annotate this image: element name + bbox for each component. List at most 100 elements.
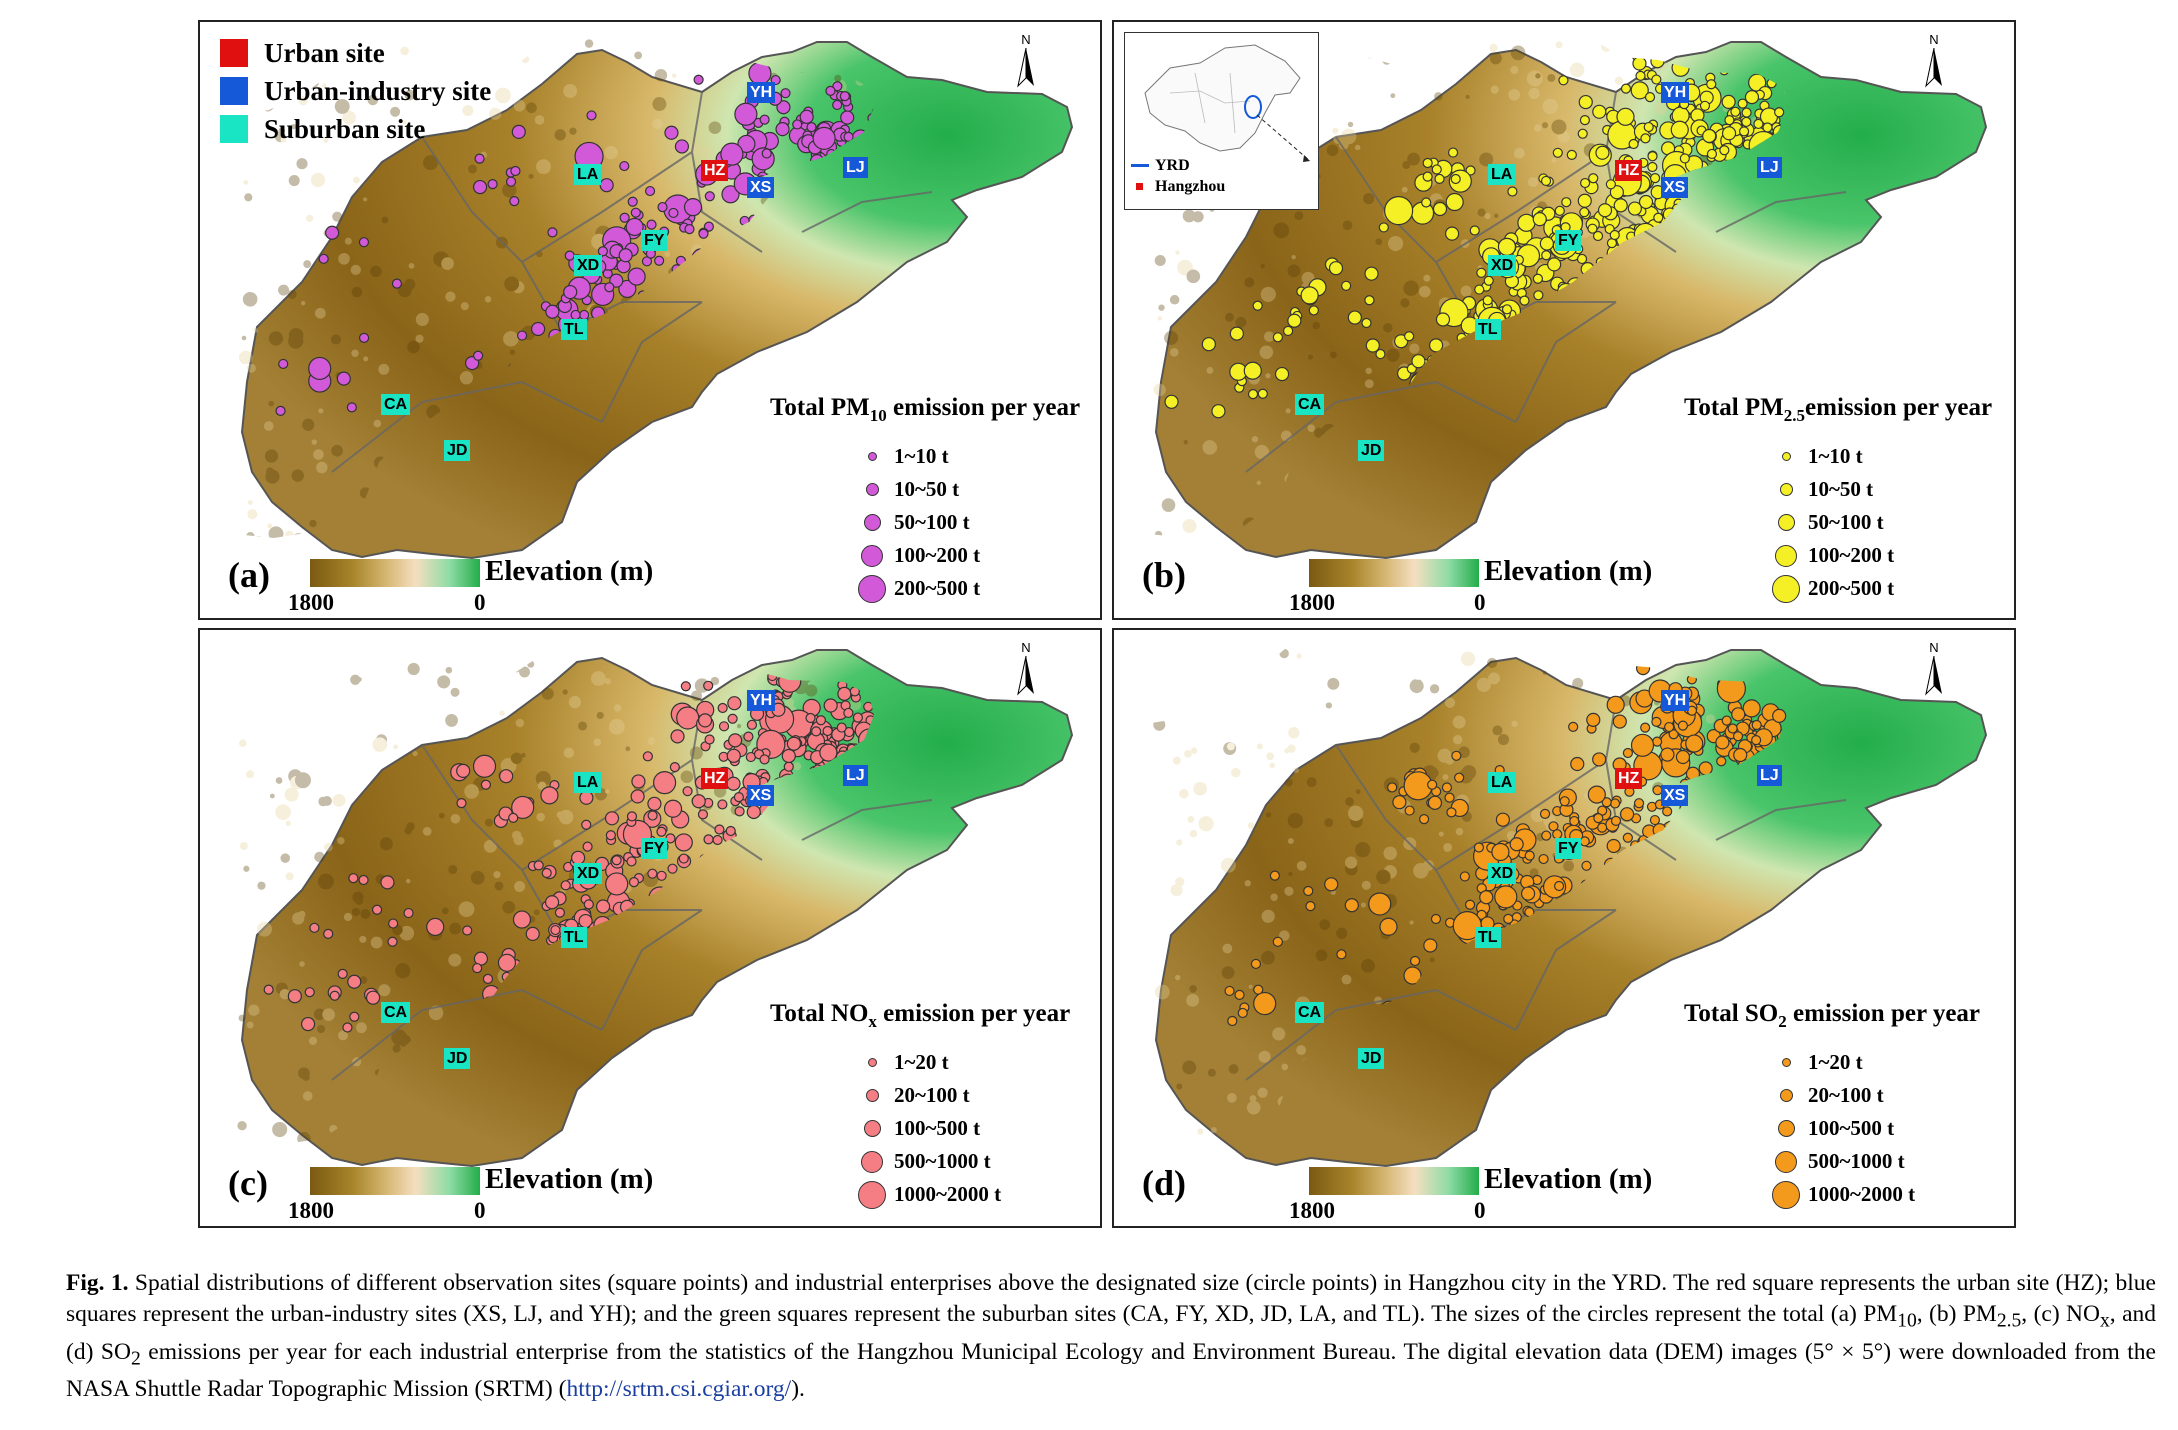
enterprise-dot	[646, 219, 657, 230]
caption-text-1: Spatial distributions of different obser…	[66, 1270, 2156, 1327]
map-panel-d: HZ XS LJ YH LA FY XD TL CA JD N (d) Elevation (m) 180…	[1112, 628, 2016, 1228]
enterprise-dot	[1253, 991, 1277, 1016]
elevation-colorbar	[1309, 559, 1479, 587]
enterprise-dot	[832, 99, 843, 111]
enterprise-dot	[1495, 812, 1511, 827]
enterprise-dot	[1630, 81, 1649, 100]
site-marker-hz: HZ	[701, 160, 729, 181]
enterprise-dot	[1430, 913, 1442, 925]
enterprise-dot	[531, 321, 546, 337]
enterprise-dot	[563, 284, 578, 300]
enterprise-dot	[1772, 708, 1787, 723]
elevation-min: 0	[1474, 590, 1486, 615]
enterprise-dot	[1501, 304, 1513, 315]
site-marker-xd: XD	[574, 255, 603, 276]
enterprise-dot	[642, 751, 653, 762]
enterprise-dot	[1364, 266, 1379, 281]
enterprise-dot	[545, 304, 560, 319]
enterprise-dot	[1677, 720, 1689, 731]
enterprise-dot	[1670, 120, 1689, 139]
elevation-title: Elevation (m)	[1484, 555, 1653, 587]
enterprise-dot	[714, 824, 725, 835]
enterprise-dot	[1698, 761, 1713, 776]
enterprise-dot	[1737, 98, 1748, 109]
legend-dot	[865, 483, 879, 496]
legend-item: 10~50 t	[1764, 473, 1894, 506]
elevation-colorbar	[310, 559, 480, 587]
enterprise-dot	[1423, 938, 1438, 953]
legend-dot-wrap	[1764, 574, 1808, 603]
site-marker-fy: FY	[1555, 230, 1582, 251]
caption-text-5: emissions per year for each industrial e…	[66, 1338, 2156, 1403]
enterprise-dot	[644, 185, 656, 197]
enterprise-dot	[346, 402, 357, 413]
enterprise-dot	[684, 224, 695, 235]
enterprise-dot	[1751, 735, 1762, 746]
legend-dot-wrap	[850, 452, 894, 461]
enterprise-dot	[474, 153, 485, 164]
legend-title-text: Total SO	[1684, 1000, 1779, 1027]
yrd-line-icon	[1131, 164, 1149, 167]
enterprise-dot	[1482, 295, 1493, 306]
enterprise-dot	[599, 178, 614, 193]
enterprise-dot	[1577, 193, 1592, 208]
legend-item: 10~50 t	[850, 473, 980, 506]
elevation-title: Elevation (m)	[485, 555, 654, 587]
enterprise-dot	[1644, 92, 1656, 103]
site-marker-la: LA	[1488, 164, 1516, 185]
site-marker-tl: TL	[561, 927, 587, 948]
enterprise-dot	[657, 201, 668, 213]
enterprise-dot	[734, 102, 758, 126]
enterprise-dot	[1620, 807, 1635, 822]
legend-list: 1~20 t 20~100 t 100~500 t 500~1000 t 1000~20…	[850, 1046, 1001, 1211]
site-legend-suburban: Suburban site	[220, 110, 491, 148]
enterprise-dot	[318, 253, 329, 264]
enterprise-dot	[852, 712, 863, 723]
legend-dot	[1775, 1150, 1797, 1173]
site-marker-lj: LJ	[1757, 765, 1782, 786]
enterprise-dot	[1716, 756, 1727, 767]
site-swatch	[220, 39, 248, 67]
enterprise-dot	[1257, 388, 1268, 399]
enterprise-dot	[1706, 79, 1717, 90]
enterprise-dot	[840, 110, 855, 125]
enterprise-dot	[482, 973, 494, 984]
legend-title: Total PM10 emission per year	[770, 394, 1080, 426]
enterprise-dot	[1211, 404, 1226, 419]
enterprise-dot	[1539, 808, 1551, 820]
enterprise-dot	[1384, 196, 1414, 226]
enterprise-dot	[540, 786, 559, 805]
enterprise-dot	[1587, 785, 1606, 804]
enterprise-dot	[554, 907, 566, 918]
elevation-min: 0	[474, 1198, 486, 1223]
enterprise-dot	[1434, 173, 1445, 185]
srtm-link[interactable]: http://srtm.csi.cgiar.org/	[566, 1376, 792, 1403]
enterprise-dot	[1610, 815, 1622, 826]
enterprise-dot	[1635, 660, 1651, 676]
legend-dot	[863, 1120, 881, 1137]
enterprise-dot	[1324, 877, 1339, 892]
legend-dot-wrap	[1764, 514, 1808, 531]
legend-item: 100~500 t	[850, 1112, 1001, 1145]
panel-label: (b)	[1142, 555, 1186, 595]
legend-label: 100~200 t	[1808, 543, 1895, 567]
enterprise-dot	[358, 874, 369, 886]
enterprise-dot	[1540, 175, 1552, 187]
legend-dot	[861, 1150, 883, 1173]
enterprise-dot	[1403, 966, 1422, 985]
enterprise-dot	[1507, 186, 1518, 197]
legend-item: 20~100 t	[850, 1079, 1001, 1112]
enterprise-dot	[832, 81, 843, 92]
enterprise-dot	[1474, 284, 1485, 295]
enterprise-dot	[822, 725, 833, 737]
enterprise-dot	[674, 139, 690, 154]
legend-label: 20~100 t	[1808, 1083, 1884, 1107]
enterprise-dot	[1721, 126, 1737, 141]
enterprise-dot	[647, 868, 658, 879]
enterprise-dot	[605, 872, 629, 896]
legend-dot-wrap	[850, 1058, 894, 1067]
enterprise-dot	[611, 855, 622, 866]
enterprise-dot	[1464, 899, 1476, 910]
enterprise-dot	[680, 681, 691, 692]
enterprise-dot	[1609, 229, 1620, 241]
